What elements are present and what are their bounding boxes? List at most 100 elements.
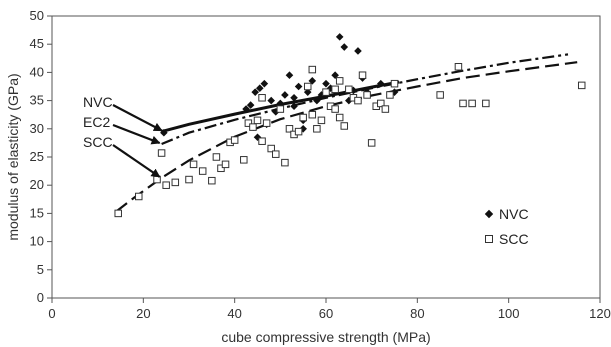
- scc-point: [303, 82, 312, 91]
- y-tick-label: 50: [30, 8, 44, 23]
- scc-point: [217, 164, 225, 173]
- scc-point: [240, 156, 248, 164]
- x-tick-label: 20: [136, 306, 150, 321]
- scc-point: [313, 125, 321, 133]
- plot-frame: [51, 15, 601, 299]
- scc-point: [436, 91, 444, 99]
- fit-curves: [115, 53, 578, 213]
- scc-point: [276, 105, 285, 113]
- scc-point: [354, 96, 362, 105]
- curve-scc: [115, 61, 578, 213]
- y-tick-label: 5: [37, 262, 44, 277]
- nvc-point: [313, 96, 321, 105]
- scc-point: [390, 79, 399, 88]
- scc-point: [249, 123, 257, 131]
- legend-scc-marker: [485, 235, 493, 243]
- nvc-point: [290, 93, 298, 102]
- y-tick-label: 25: [30, 149, 44, 164]
- scc-point: [308, 110, 317, 119]
- annotation-label-ec2: EC2: [83, 114, 110, 130]
- y-tick-label: 30: [30, 121, 44, 136]
- scc-point: [253, 116, 262, 125]
- scc-point: [157, 149, 166, 157]
- scc-point: [459, 99, 467, 108]
- scc-point: [367, 139, 376, 147]
- annotation-arrow-scc: [112, 144, 161, 178]
- nvc-point: [253, 133, 262, 142]
- scc-point: [386, 91, 394, 99]
- y-tick-label: 0: [37, 290, 44, 305]
- nvc-point: [340, 43, 349, 51]
- nvc-point: [246, 101, 255, 109]
- scc-point: [322, 88, 330, 96]
- scc-point: [358, 71, 367, 79]
- scc-point: [340, 122, 349, 130]
- scc-point: [299, 113, 307, 122]
- nvc-point: [281, 91, 289, 99]
- y-tick-label: 40: [30, 64, 44, 79]
- scc-point: [363, 91, 371, 99]
- y-tick-label: 45: [30, 36, 44, 51]
- nvc-point: [322, 79, 330, 88]
- annotation-arrow-ec2: [112, 123, 161, 145]
- scc-point: [262, 119, 271, 127]
- nvc-point: [299, 125, 307, 133]
- nvc-point: [317, 91, 326, 99]
- y-tick-label: 20: [30, 177, 44, 192]
- x-axis-title: cube compressive strength (MPa): [221, 329, 430, 345]
- nvc-point: [242, 105, 250, 113]
- x-tick-label: 100: [498, 306, 520, 321]
- nvc-point: [335, 33, 344, 41]
- scc-point: [114, 209, 122, 218]
- scc-point: [272, 150, 280, 158]
- nvc-point: [267, 96, 275, 105]
- scc-point: [208, 176, 216, 185]
- scc-point: [267, 144, 275, 153]
- nvc-point: [255, 84, 264, 92]
- scc-point: [221, 160, 230, 169]
- scc-point: [454, 63, 463, 71]
- x-tick-label: 80: [410, 306, 424, 321]
- scc-point: [244, 119, 253, 127]
- scc-point: [317, 116, 326, 125]
- scc-point: [212, 153, 221, 161]
- nvc-point: [251, 88, 260, 96]
- nvc-point: [271, 108, 280, 116]
- scc-point: [171, 178, 180, 187]
- scc-point: [230, 136, 239, 144]
- annotation-label-scc: SCC: [83, 134, 113, 150]
- annotation-arrow-nvc: [112, 104, 163, 132]
- legend-nvc-marker: [484, 209, 494, 219]
- nvc-point: [354, 47, 362, 55]
- scc-point: [381, 105, 390, 113]
- y-tick-label: 35: [30, 93, 44, 108]
- scc-point: [335, 113, 344, 122]
- scc-point: [285, 125, 294, 133]
- scc-point: [294, 127, 303, 136]
- y-tick-label: 10: [30, 234, 44, 249]
- nvc-point: [294, 82, 303, 91]
- scc-point: [162, 181, 170, 189]
- scc-point: [308, 65, 317, 74]
- legend-label-nvc: NVC: [499, 206, 529, 222]
- scc-point: [577, 81, 586, 90]
- scc-point: [345, 85, 353, 94]
- scc-point: [189, 160, 198, 169]
- x-tick-label: 40: [227, 306, 241, 321]
- nvc-point: [290, 102, 298, 111]
- scc-point: [185, 175, 193, 184]
- scc-point: [482, 99, 490, 108]
- x-tick-label: 120: [589, 306, 611, 321]
- scc-point: [135, 192, 143, 201]
- nvc-point: [260, 79, 269, 88]
- y-axis-title: modulus of elasticity (GPa): [5, 73, 21, 240]
- curve-ec2: [161, 53, 569, 146]
- scc-point: [258, 94, 266, 102]
- data-points: [114, 33, 586, 218]
- legend-label-scc: SCC: [499, 231, 529, 247]
- annotation-label-nvc: NVC: [83, 94, 113, 110]
- scc-point: [198, 167, 207, 175]
- scc-point: [335, 77, 344, 85]
- nvc-point: [377, 79, 385, 88]
